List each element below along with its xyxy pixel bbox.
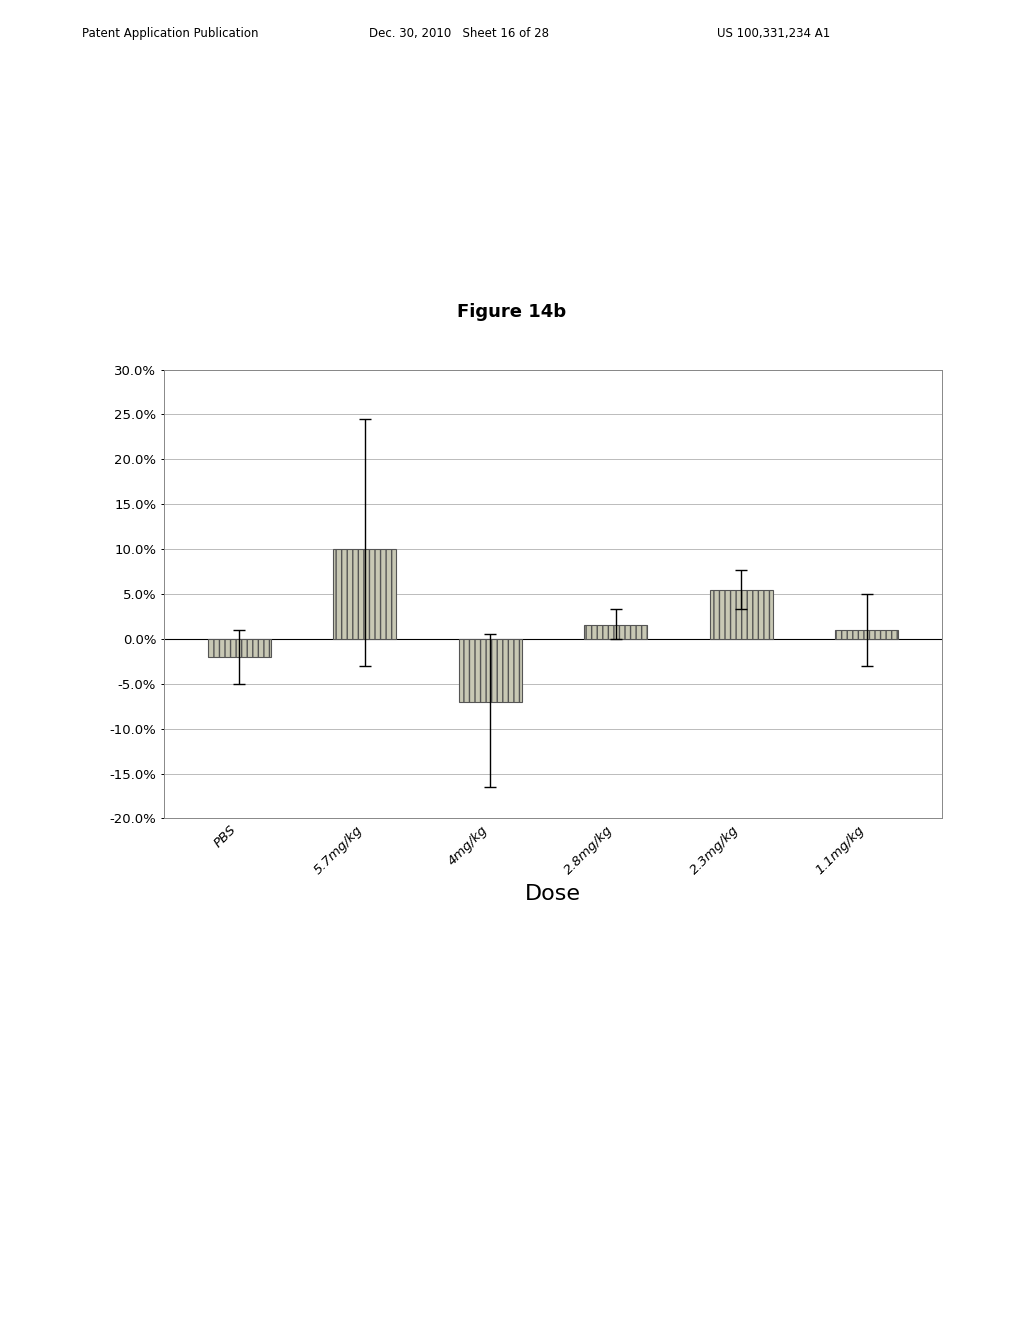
- Bar: [459, 639, 521, 702]
- Text: Dec. 30, 2010   Sheet 16 of 28: Dec. 30, 2010 Sheet 16 of 28: [369, 26, 549, 40]
- Bar: [333, 549, 396, 639]
- Bar: [836, 630, 898, 639]
- Bar: [710, 590, 773, 639]
- Bar: [585, 626, 647, 639]
- Bar: [208, 639, 270, 657]
- Text: Dose: Dose: [525, 884, 581, 904]
- Text: Figure 14b: Figure 14b: [458, 302, 566, 321]
- Text: Patent Application Publication: Patent Application Publication: [82, 26, 258, 40]
- Text: US 100,331,234 A1: US 100,331,234 A1: [717, 26, 830, 40]
